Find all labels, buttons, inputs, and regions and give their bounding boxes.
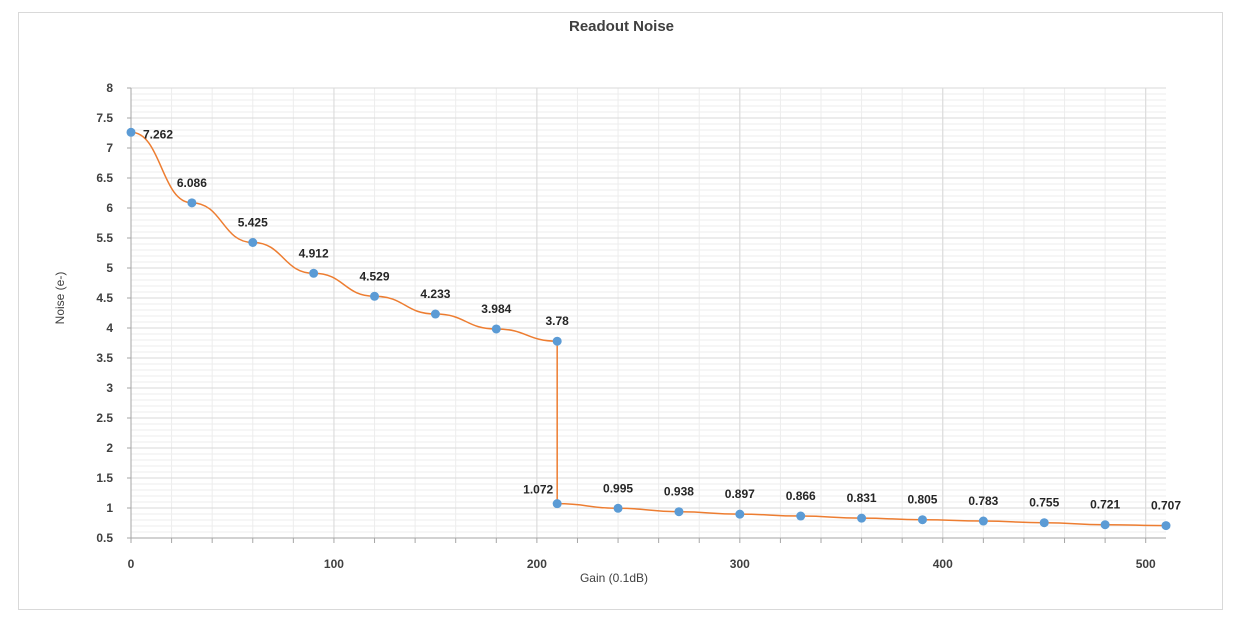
data-label: 0.805 bbox=[907, 493, 937, 507]
y-tick-label: 3 bbox=[106, 381, 113, 395]
y-tick-label: 1.5 bbox=[96, 471, 113, 485]
data-label: 1.072 bbox=[523, 483, 553, 497]
series-line bbox=[130, 131, 1167, 527]
data-point bbox=[857, 513, 867, 523]
data-point bbox=[674, 507, 684, 517]
data-point bbox=[1100, 520, 1110, 530]
x-axis-title: Gain (0.1dB) bbox=[580, 571, 648, 585]
x-tick-label: 100 bbox=[324, 557, 344, 571]
data-label: 7.262 bbox=[143, 127, 173, 141]
data-label: 0.721 bbox=[1090, 498, 1120, 512]
x-tick-label: 400 bbox=[933, 557, 953, 571]
y-tick-label: 3.5 bbox=[96, 351, 113, 365]
data-point bbox=[735, 509, 745, 519]
data-label: 0.831 bbox=[847, 491, 877, 505]
axes bbox=[127, 87, 1166, 543]
data-point bbox=[978, 516, 988, 526]
data-label: 3.78 bbox=[545, 314, 569, 328]
data-label: 6.086 bbox=[177, 176, 207, 190]
data-label: 4.233 bbox=[420, 287, 450, 301]
y-tick-label: 5 bbox=[106, 261, 113, 275]
tick-labels: 0.5 1 1.5 2 2.5 3 3.5 4 4.5 5 5.5 6 6.5 7 7.5 8 0 100 200 3… bbox=[96, 81, 1156, 571]
x-tick-label: 500 bbox=[1136, 557, 1156, 571]
data-label: 0.866 bbox=[786, 489, 816, 503]
data-label: 0.938 bbox=[664, 485, 694, 499]
data-point bbox=[248, 238, 258, 247]
x-tick-label: 200 bbox=[527, 557, 547, 571]
data-label: 0.897 bbox=[725, 487, 755, 501]
y-tick-label: 2 bbox=[106, 441, 113, 455]
data-point bbox=[917, 515, 927, 525]
data-point bbox=[552, 499, 562, 509]
minor-gridlines bbox=[130, 87, 1166, 539]
y-tick-label: 4 bbox=[106, 321, 113, 335]
data-labels: 7.262 6.086 5.425 4.912 4.529 4.233 3.984 3.78 1… bbox=[143, 127, 1181, 512]
y-tick-label: 4.5 bbox=[96, 291, 113, 305]
data-point bbox=[1039, 518, 1049, 528]
data-point bbox=[1161, 521, 1171, 531]
data-point bbox=[430, 309, 440, 319]
y-tick-label: 7.5 bbox=[96, 111, 113, 125]
y-tick-label: 6.5 bbox=[96, 171, 113, 185]
series-line-path bbox=[130, 131, 1167, 527]
data-label: 3.984 bbox=[481, 302, 511, 316]
data-point bbox=[796, 511, 806, 521]
y-tick-label: 5.5 bbox=[96, 231, 113, 245]
data-point bbox=[552, 336, 562, 346]
data-point bbox=[309, 268, 319, 278]
data-label: 4.912 bbox=[299, 246, 329, 260]
x-tick-label: 300 bbox=[730, 557, 750, 571]
data-label: 0.707 bbox=[1151, 499, 1181, 513]
y-tick-label: 2.5 bbox=[96, 411, 113, 425]
data-point bbox=[187, 198, 197, 208]
y-tick-label: 0.5 bbox=[96, 531, 113, 545]
data-label: 4.529 bbox=[360, 269, 390, 283]
major-gridlines bbox=[130, 87, 1166, 539]
data-point bbox=[613, 503, 623, 513]
data-label: 0.755 bbox=[1029, 496, 1059, 510]
y-tick-label: 6 bbox=[106, 201, 113, 215]
data-label: 5.425 bbox=[238, 216, 268, 230]
y-axis-title: Noise (e-) bbox=[53, 272, 67, 325]
data-point bbox=[370, 291, 380, 301]
y-tick-label: 8 bbox=[106, 81, 113, 95]
x-tick-label: 0 bbox=[128, 557, 135, 571]
data-point bbox=[491, 324, 501, 334]
data-label: 0.995 bbox=[603, 481, 633, 495]
data-markers bbox=[126, 127, 1171, 531]
y-tick-label: 7 bbox=[106, 141, 113, 155]
data-point bbox=[126, 127, 136, 137]
data-label: 0.783 bbox=[968, 494, 998, 508]
chart-title: Readout Noise bbox=[568, 18, 674, 35]
y-tick-label: 1 bbox=[106, 501, 113, 515]
